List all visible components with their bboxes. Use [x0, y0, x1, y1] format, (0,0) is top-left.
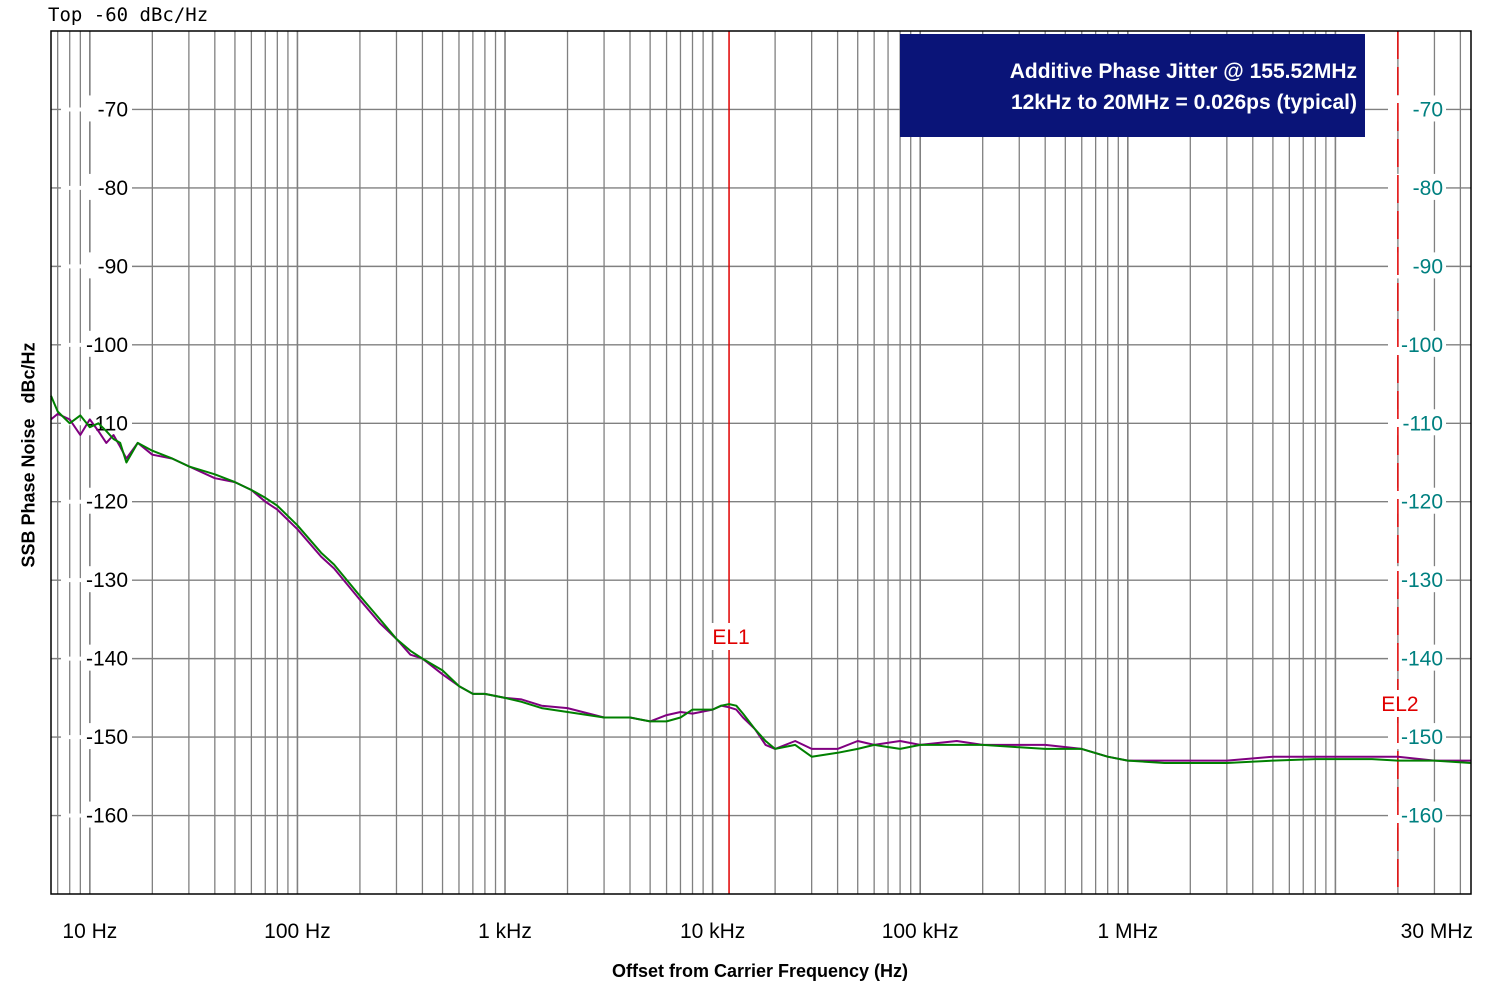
right-y-tick-label: -130: [1401, 569, 1443, 592]
y-axis-label: SSB Phase Noise dBc/Hz: [18, 342, 39, 568]
right-y-tick-label: -120: [1401, 491, 1443, 514]
jitter-annotation-box: Additive Phase Jitter @ 155.52MHz 12kHz …: [900, 34, 1365, 137]
left-tick-label-bg: [84, 487, 132, 514]
right-y-tick-label: -140: [1401, 648, 1443, 671]
series-line-purple: [50, 412, 1471, 762]
left-y-tick-label: -90: [98, 255, 128, 278]
left-tick-label-bg: [84, 723, 132, 750]
left-tick-label-bg: [84, 566, 132, 593]
left-tick-label-bg: [84, 252, 132, 279]
x-axis-ticks: 10 Hz 100 Hz 1 kHz 10 kHz 100 kHz 1 MHz 30 MHz: [62, 920, 1473, 943]
x-tick-label: 100 Hz: [264, 920, 331, 943]
right-y-tick-label: -90: [1413, 255, 1443, 278]
right-y-tick-label: -80: [1413, 177, 1443, 200]
x-tick-label: 1 kHz: [478, 920, 532, 943]
x-tick-label: 10 kHz: [680, 920, 745, 943]
series-lines: [50, 395, 1472, 764]
x-tick-label: 1 MHz: [1097, 920, 1158, 943]
left-y-tick-label: -120: [86, 491, 128, 514]
left-axis-ticks: -70-80-90-100-110-120-130-140-150-160: [61, 95, 132, 828]
left-tick-label-bg: [84, 801, 132, 828]
top-reference-label: Top -60 dBc/Hz: [48, 4, 209, 26]
right-y-tick-label: -110: [1403, 412, 1443, 435]
x-axis-label: Offset from Carrier Frequency (Hz): [611, 961, 909, 981]
right-y-tick-label: -100: [1401, 334, 1443, 357]
marker-label-bg: [1375, 690, 1420, 717]
left-y-tick-label: -80: [98, 177, 128, 200]
x-tick-label: 30 MHz: [1401, 920, 1473, 943]
annotation-line-1: Additive Phase Jitter @ 155.52MHz: [1009, 60, 1357, 83]
x-tick-label: 100 kHz: [882, 920, 959, 943]
left-tick-label-bg: [84, 330, 132, 357]
series-line-green: [50, 395, 1472, 764]
right-y-tick-label: -160: [1401, 805, 1443, 828]
left-y-tick-label: -70: [98, 98, 128, 121]
left-y-tick-label: -100: [86, 334, 128, 357]
right-y-tick-label: -150: [1401, 726, 1443, 749]
marker-label: EL1: [712, 626, 749, 649]
annotation-line-2: 12kHz to 20MHz = 0.026ps (typical): [1010, 91, 1357, 114]
left-y-tick-label: -140: [86, 648, 128, 671]
right-axis-ticks: -70 -80 -90 -100 -110 -120 -130 -140 -150 -160: [1388, 95, 1446, 828]
left-tick-label-bg: [84, 644, 132, 671]
grid: [51, 31, 1471, 894]
left-tick-label-bg: [84, 95, 132, 122]
marker-label-bg: [707, 623, 752, 650]
marker-label: EL2: [1381, 693, 1418, 716]
plot-frame: [50, 30, 1472, 895]
left-y-tick-label: -150: [86, 726, 128, 749]
left-y-tick-label: -160: [86, 805, 128, 828]
left-y-tick-label: -130: [86, 569, 128, 592]
marker-lines: EL1 EL2: [707, 31, 1420, 894]
right-y-tick-label: -70: [1413, 98, 1443, 121]
x-tick-label: 10 Hz: [62, 920, 117, 943]
left-tick-label-bg: [84, 173, 132, 200]
